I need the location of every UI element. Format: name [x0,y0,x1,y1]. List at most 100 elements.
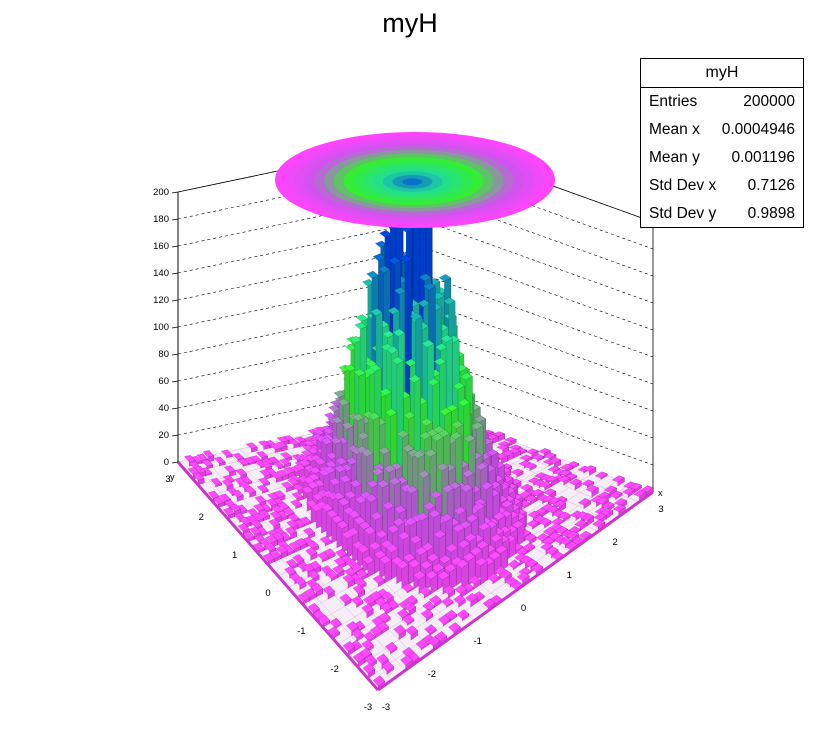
bar [583,465,597,476]
bar-face [290,499,303,507]
bar-face [341,421,354,430]
bar-face [485,434,499,440]
z-tick-label: 100 [153,322,169,333]
z-tick-label: 120 [153,295,169,306]
y-tick-label: 2 [199,512,204,523]
bar-face [524,494,538,502]
bar-face [269,443,282,450]
bar-face [595,496,609,505]
bar-face [328,404,341,412]
stats-row: Std Dev x 0.7126 [641,172,803,200]
bar [220,449,233,459]
x-tick-label: 0 [521,603,526,614]
bar-face [202,450,215,458]
z-tick-label: 40 [158,403,169,414]
bar [259,469,272,480]
bar [256,484,269,494]
stats-row: Mean x 0.0004946 [641,116,803,144]
bar-face [331,416,344,424]
stats-value: 0.9898 [747,205,795,222]
bar [287,438,301,449]
bar [290,499,303,510]
bar-face [372,253,386,261]
bar [245,442,258,453]
bar [201,459,214,470]
bar-face [613,498,628,506]
bar [291,491,304,502]
stats-row: Std Dev y 0.9898 [641,200,803,228]
bar-face [213,456,226,464]
bar-face [243,456,256,464]
bar [523,462,537,471]
stats-title: myH [641,59,803,88]
bar [553,499,567,513]
bar-face [497,441,511,447]
bar [485,434,499,445]
bar-face [558,469,572,477]
bar-face [196,453,209,461]
bar-face [337,398,350,406]
bar-face [298,459,311,467]
bar-face [192,472,205,481]
stats-label: Mean x [649,121,700,138]
bar [276,436,289,446]
bar [503,436,517,446]
stats-value: 0.001196 [731,149,796,166]
z-tick-label: 60 [158,376,169,387]
bar-face [492,431,506,437]
bar-face [221,479,234,487]
bar-face [583,465,597,472]
bar [621,487,636,498]
bar-face [609,490,623,499]
bar [272,461,285,470]
bar-face [292,483,305,491]
z-tick [171,326,179,329]
z-tick [171,245,179,248]
bar-face [306,481,319,489]
bar-face [257,440,271,447]
bar-face [260,461,273,469]
bar-face [438,274,452,282]
stats-row: Mean y 0.001196 [641,144,803,172]
bar-face [379,230,392,238]
bar-face [287,439,301,445]
bar [557,475,571,486]
bar [585,485,599,498]
bar-face [275,441,288,448]
bar [568,478,582,491]
y-tick-label: -2 [330,664,338,675]
bar [611,475,625,487]
z-tick [171,191,179,194]
bar-face [314,457,327,466]
bar-face [280,481,293,489]
bar-face [245,442,258,449]
z-tick [171,380,179,383]
stats-label: Entries [649,93,698,110]
bar-face [518,490,532,498]
bar [223,465,236,477]
bar-face [279,452,293,459]
contour-surface [275,132,555,228]
bar-face [527,477,541,484]
bar-face [267,492,280,500]
bar-face [525,448,539,455]
bar-face [621,487,636,495]
bar-face [276,436,289,443]
bar-face [442,297,456,305]
bar-face [293,463,306,471]
bar [548,457,562,469]
bar [531,454,545,462]
bar-face [273,490,286,498]
bar-face [546,505,560,514]
bar [202,449,215,463]
x-tick-label: 1 [567,570,572,581]
bar-face [183,455,196,463]
bar-face [349,336,362,344]
bar-face [312,428,325,436]
bar-face [366,270,379,279]
bar-face [603,485,617,493]
bar-face [503,437,517,443]
y-tick-label: 1 [232,550,237,561]
bar-face [278,458,292,465]
bar-face [220,449,233,457]
